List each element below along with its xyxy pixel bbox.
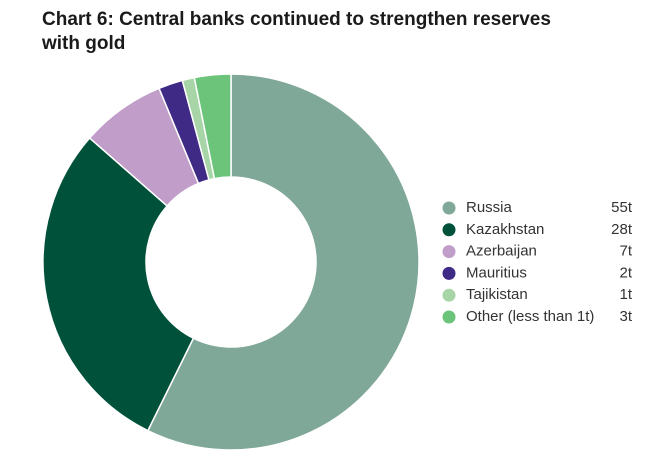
legend-marker [442,310,456,324]
legend-value: 1t [619,286,632,303]
legend-marker [442,223,456,237]
legend-label: Other (less than 1t) [466,308,594,325]
donut-slice [146,73,420,451]
chart-title: with gold [41,33,125,54]
chart-title: Chart 6: Central banks continued to stre… [42,9,551,30]
legend-label: Russia [466,199,513,216]
legend-marker [442,201,456,215]
legend-marker [442,266,456,280]
legend-value: 28t [611,221,633,238]
legend-value: 3t [619,308,632,325]
donut-slice [42,136,195,432]
legend-value: 2t [619,264,632,281]
legend-label: Tajikistan [466,286,528,303]
legend-value: 55t [611,199,633,216]
legend-label: Azerbaijan [466,243,537,260]
legend-label: Kazakhstan [466,221,544,238]
legend-marker [442,288,456,302]
legend-marker [442,245,456,259]
legend-value: 7t [619,243,632,260]
legend-label: Mauritius [466,264,527,281]
donut-slice [193,73,232,180]
